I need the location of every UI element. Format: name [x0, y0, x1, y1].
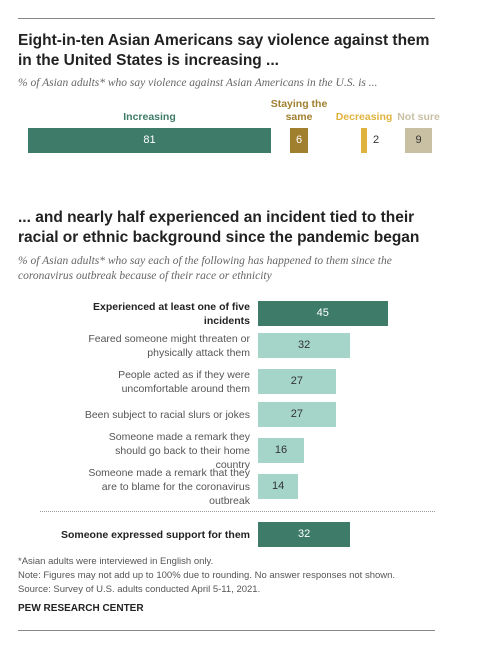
value-label: 32 — [297, 528, 311, 540]
category-label: People acted as if they were uncomfortab… — [118, 368, 250, 395]
value-label: 6 — [295, 134, 303, 146]
category-label: Experienced at least one of five inciden… — [93, 300, 250, 327]
bar — [258, 369, 336, 394]
top-rule — [18, 18, 435, 19]
legend-label: Not sure — [397, 111, 440, 123]
value-label: 45 — [316, 307, 329, 319]
bar — [258, 474, 299, 499]
value-label: 27 — [290, 408, 303, 420]
source: Source: Survey of U.S. adults conducted … — [18, 584, 261, 595]
bar — [258, 438, 305, 463]
value-label: 16 — [274, 444, 288, 456]
segment — [361, 128, 367, 153]
value-label: 14 — [272, 480, 285, 492]
value-label: 9 — [415, 134, 422, 146]
segment — [290, 128, 308, 153]
bottom-rule — [18, 630, 435, 631]
chart-subtitle: % of Asian adults* who say violence agai… — [18, 77, 378, 89]
legend-label: Increasing — [123, 111, 176, 123]
category-label: Someone made a remark that they are to b… — [88, 466, 250, 507]
category-label: Been subject to racial slurs or jokes — [84, 408, 250, 421]
chart-title: ... and nearly half experienced an incid… — [18, 209, 420, 246]
bar — [258, 522, 351, 547]
category-label: Someone made a remark they should go bac… — [108, 430, 250, 471]
segment — [405, 128, 432, 153]
value-label: 32 — [297, 339, 311, 351]
chart-title: Eight-in-ten Asian Americans say violenc… — [18, 32, 430, 69]
category-label: Someone expressed support for them — [60, 528, 250, 541]
legend-label: Decreasing — [335, 111, 393, 123]
bar — [258, 333, 351, 358]
note: *Asian adults were interviewed in Englis… — [18, 556, 214, 567]
value-label: 81 — [143, 134, 156, 146]
chart-subtitle: % of Asian adults* who say each of the f… — [18, 255, 392, 282]
bar — [258, 402, 336, 427]
note: Note: Figures may not add up to 100% due… — [18, 570, 396, 581]
value-label: 27 — [290, 375, 303, 387]
legend-label: Staying the same — [270, 98, 328, 123]
credit: PEW RESEARCH CENTER — [18, 603, 144, 614]
separator — [40, 511, 435, 512]
value-label: 2 — [373, 134, 380, 146]
category-label: Feared someone might threaten or physica… — [88, 332, 250, 359]
bar — [258, 301, 388, 326]
segment — [28, 128, 271, 153]
